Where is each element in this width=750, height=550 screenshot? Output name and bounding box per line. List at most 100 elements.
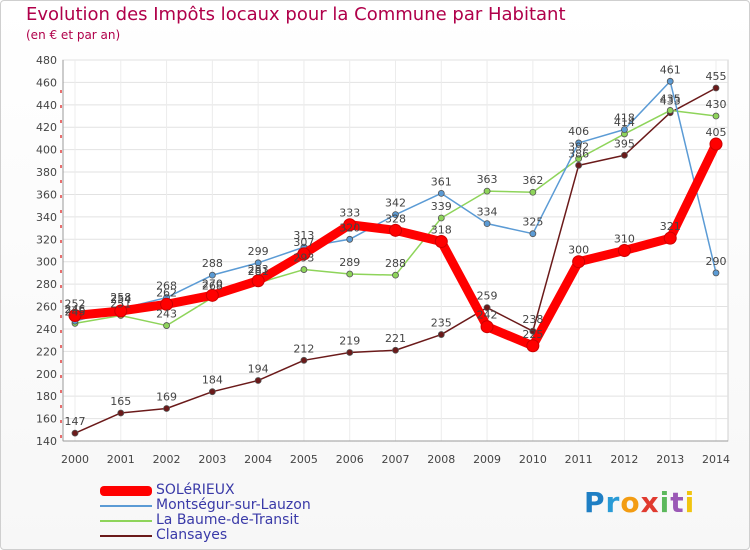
y-tick-label: 340 — [36, 211, 57, 224]
data-label: 320 — [339, 221, 360, 234]
data-label: 300 — [568, 244, 589, 257]
data-point — [205, 288, 219, 302]
x-tick-label: 2012 — [610, 453, 638, 466]
legend-label-la-baume: La Baume-de-Transit — [156, 512, 299, 528]
data-point — [300, 356, 308, 364]
data-label: 307 — [293, 236, 314, 249]
legend-swatch-solerieux — [100, 486, 152, 496]
x-tick-label: 2005 — [290, 453, 318, 466]
chart-legend: SOLéRIEUX Montségur-sur-Lauzon La Baume-… — [100, 482, 360, 544]
data-label: 212 — [293, 342, 314, 355]
data-point — [709, 137, 723, 151]
data-label: 318 — [431, 224, 452, 237]
data-point — [621, 151, 628, 159]
data-point — [300, 266, 308, 273]
data-point — [346, 235, 354, 243]
legend-label-montsegur: Montségur-sur-Lauzon — [156, 497, 311, 513]
y-tick-label: 420 — [36, 121, 57, 134]
y-tick-label: 400 — [36, 144, 57, 157]
data-point — [163, 405, 170, 412]
x-tick-label: 2000 — [61, 453, 89, 466]
chart-title: Evolution des Impôts locaux pour la Comm… — [26, 4, 566, 25]
data-point — [480, 320, 494, 334]
y-tick-label: 440 — [36, 99, 57, 112]
data-point — [343, 218, 357, 232]
data-label: 281 — [248, 265, 269, 278]
data-point — [663, 231, 677, 245]
data-label: 433 — [660, 95, 681, 108]
data-label: 363 — [477, 173, 498, 186]
data-label: 333 — [339, 207, 360, 220]
data-point — [346, 349, 354, 356]
data-point — [526, 339, 540, 353]
data-label: 259 — [477, 290, 498, 303]
data-point — [392, 211, 399, 219]
data-label: 288 — [202, 257, 223, 270]
data-label: 169 — [156, 391, 177, 404]
x-tick-label: 2002 — [153, 453, 181, 466]
logo-letter: r — [605, 486, 621, 519]
data-label: 268 — [156, 280, 177, 293]
x-tick-label: 2010 — [519, 453, 547, 466]
data-label: 289 — [339, 256, 360, 269]
data-point — [483, 220, 491, 228]
chart-subtitle: (en € et par an) — [26, 28, 121, 42]
y-tick-label: 480 — [36, 54, 57, 67]
y-tick-label: 280 — [36, 278, 57, 291]
data-label: 288 — [385, 257, 406, 270]
data-point — [68, 308, 82, 322]
x-tick-label: 2007 — [382, 453, 410, 466]
data-point — [392, 271, 399, 279]
data-label: 342 — [385, 197, 406, 210]
data-label: 435 — [660, 92, 681, 105]
y-tick-label: 220 — [36, 345, 57, 358]
data-point — [529, 230, 537, 238]
data-label: 242 — [477, 309, 498, 322]
data-label: 414 — [614, 116, 635, 129]
data-label: 245 — [65, 305, 86, 318]
data-label: 243 — [156, 308, 177, 321]
data-point — [254, 259, 262, 267]
data-label: 310 — [614, 233, 635, 246]
data-label: 270 — [202, 277, 223, 290]
data-label: 405 — [706, 126, 727, 139]
x-tick-label: 2014 — [702, 453, 730, 466]
y-tick-label: 240 — [36, 323, 57, 336]
data-label: 238 — [522, 313, 543, 326]
legend-swatch-clansayes — [100, 535, 152, 537]
data-label: 334 — [477, 206, 498, 219]
data-point — [254, 377, 262, 384]
data-point — [572, 255, 586, 269]
legend-item-clansayes: Clansayes — [100, 527, 360, 544]
legend-label-solerieux: SOLéRIEUX — [156, 482, 235, 498]
y-tick-label: 140 — [36, 435, 57, 448]
y-tick-label: 460 — [36, 76, 57, 89]
data-point — [346, 270, 354, 278]
data-label: 246 — [65, 303, 86, 316]
data-label: 361 — [431, 175, 452, 188]
logo-letter: P — [584, 486, 606, 519]
data-label: 165 — [110, 395, 131, 408]
data-label: 268 — [202, 280, 223, 293]
data-label: 362 — [522, 174, 543, 187]
y-tick-label: 380 — [36, 166, 57, 179]
data-label: 235 — [431, 317, 452, 330]
x-tick-label: 2008 — [427, 453, 455, 466]
legend-swatch-montsegur — [100, 505, 152, 507]
data-point — [617, 244, 631, 257]
data-point — [437, 214, 445, 222]
data-point — [529, 188, 537, 196]
data-point — [208, 271, 216, 279]
data-point — [117, 409, 125, 417]
data-point — [163, 322, 170, 329]
data-label: 147 — [65, 415, 86, 428]
data-label: 252 — [65, 297, 86, 310]
data-point — [208, 388, 216, 396]
data-label: 225 — [522, 328, 543, 341]
data-point — [434, 235, 448, 249]
x-tick-label: 2003 — [198, 453, 226, 466]
x-tick-label: 2011 — [565, 453, 593, 466]
data-label: 325 — [522, 216, 543, 229]
data-point — [621, 126, 628, 133]
